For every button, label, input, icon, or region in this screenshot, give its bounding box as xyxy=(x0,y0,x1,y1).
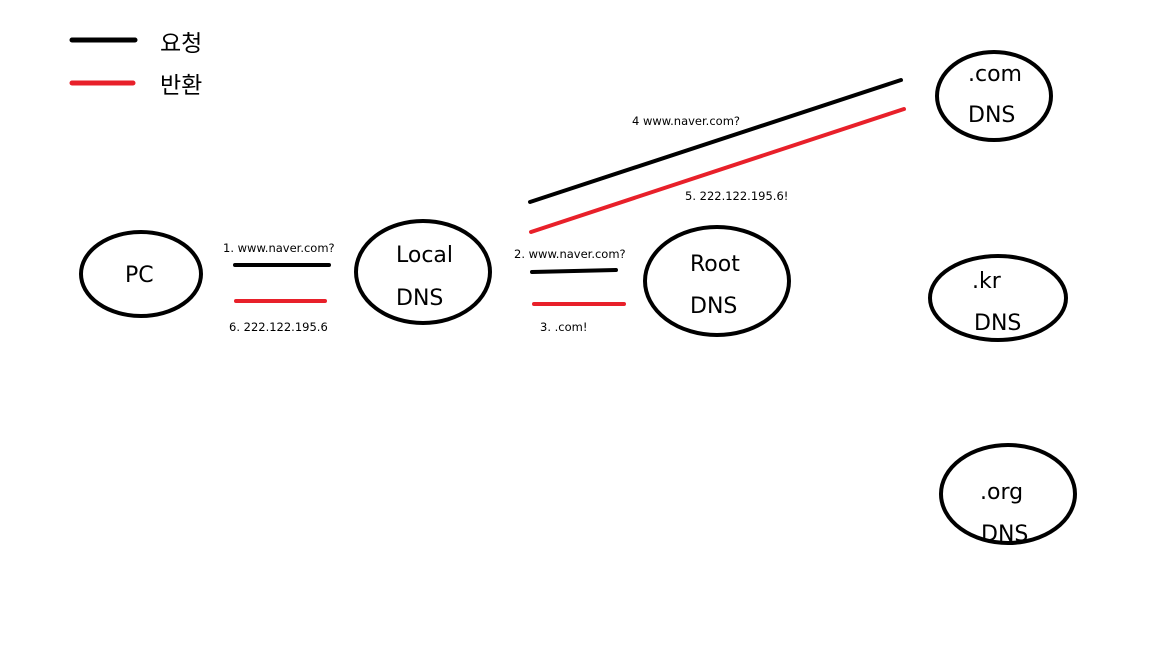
kr-dns-circle xyxy=(928,254,1068,342)
legend-response-label: 반환 xyxy=(160,73,202,99)
step-2-label: 2. www.naver.com? xyxy=(514,247,626,261)
local-dns-node: Local DNS xyxy=(354,219,492,325)
step-3-label: 3. .com! xyxy=(540,320,587,334)
kr-dns-label-line1: .kr xyxy=(972,269,1002,294)
com-dns-node: .com DNS xyxy=(935,50,1053,142)
step-5-label: 5. 222.122.195.6! xyxy=(685,189,788,203)
legend-request-label: 요청 xyxy=(160,31,202,57)
request-line-local-to-com xyxy=(528,78,903,204)
request-line-local-to-root xyxy=(530,268,618,274)
org-dns-circle xyxy=(939,443,1077,545)
pc-label: PC xyxy=(125,263,154,288)
step-1-label: 1. www.naver.com? xyxy=(223,241,335,255)
pc-node: PC xyxy=(79,230,203,318)
root-dns-label-line1: Root xyxy=(690,252,740,277)
com-dns-circle xyxy=(935,50,1053,142)
org-dns-label-line2: DNS xyxy=(981,522,1028,547)
legend: 요청 반환 xyxy=(69,31,202,99)
org-dns-node: .org DNS xyxy=(939,443,1077,547)
kr-dns-label-line2: DNS xyxy=(974,311,1021,336)
root-dns-circle xyxy=(643,225,791,337)
response-line-com-to-local xyxy=(529,107,906,234)
com-dns-label-line2: DNS xyxy=(968,103,1015,128)
local-dns-label-line1: Local xyxy=(396,243,453,268)
step-4-label: 4 www.naver.com? xyxy=(632,114,740,128)
local-dns-circle xyxy=(354,219,492,325)
com-dns-label-line1: .com xyxy=(968,62,1022,87)
step-6-label: 6. 222.122.195.6 xyxy=(229,320,328,334)
pc-circle xyxy=(79,230,203,318)
org-dns-label-line1: .org xyxy=(980,480,1023,505)
root-dns-label-line2: DNS xyxy=(690,294,737,319)
local-dns-label-line2: DNS xyxy=(396,286,443,311)
kr-dns-node: .kr DNS xyxy=(928,254,1068,342)
root-dns-node: Root DNS xyxy=(643,225,791,337)
